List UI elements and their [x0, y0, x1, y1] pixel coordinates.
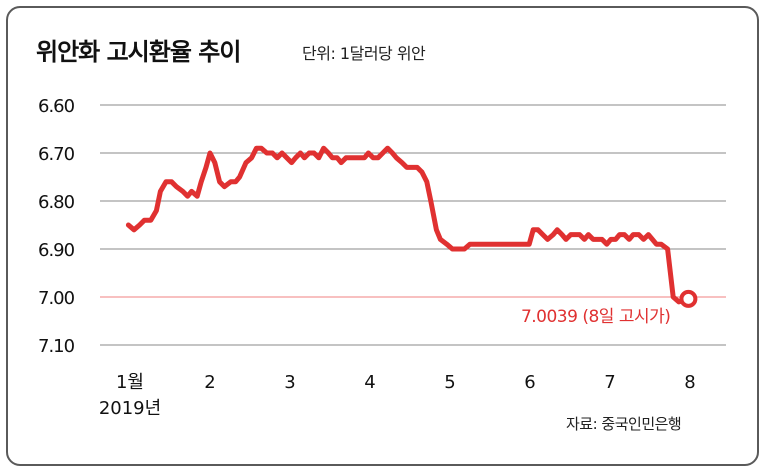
x-tick-label: 7 — [604, 372, 615, 393]
x-tick-label: 6 — [524, 372, 535, 393]
x-tick-label: 5 — [444, 372, 455, 393]
x-tick-sublabel: 2019년 — [99, 398, 161, 419]
x-tick-label: 4 — [364, 372, 375, 393]
x-tick-label: 1월 — [116, 372, 144, 393]
x-tick-label: 8 — [684, 372, 695, 393]
y-tick-label: 6.70 — [38, 144, 75, 165]
x-tick-label: 2 — [204, 372, 215, 393]
end-marker — [679, 289, 698, 308]
x-tick-label: 3 — [284, 372, 295, 393]
source-label: 자료: 중국인민은행 — [566, 415, 682, 433]
y-tick-label: 6.90 — [38, 240, 75, 261]
y-tick-label: 6.60 — [38, 96, 75, 117]
y-tick-label: 6.80 — [38, 192, 75, 213]
value-annotation: 7.0039 (8일 고시가) — [521, 307, 670, 327]
chart-title: 위안화 고시환율 추이 — [36, 38, 241, 66]
series-line — [125, 145, 691, 305]
y-tick-label: 7.10 — [38, 336, 75, 357]
unit-label: 단위: 1달러당 위안 — [302, 44, 426, 63]
y-tick-label: 7.00 — [38, 288, 75, 309]
